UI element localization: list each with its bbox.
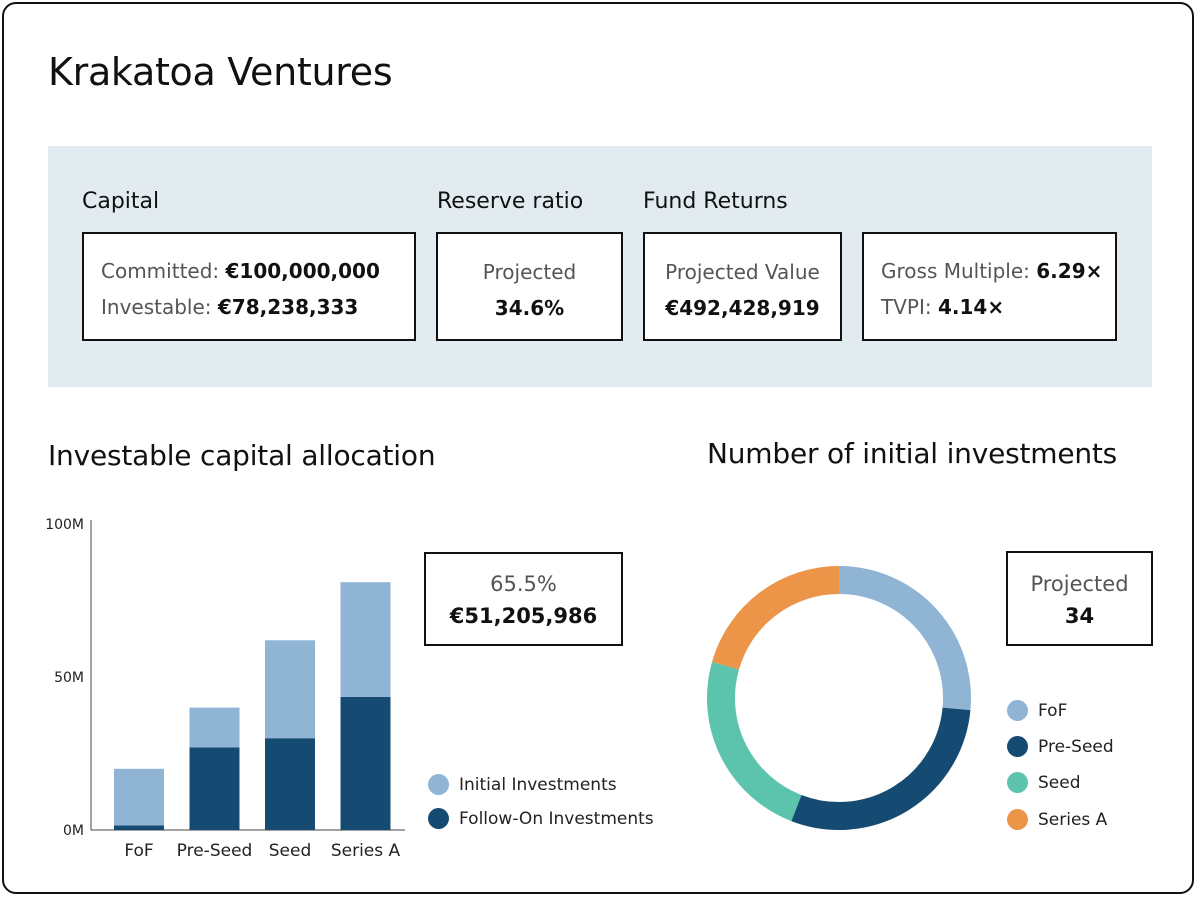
bar-series-a-follow-on [340, 696, 391, 830]
legend-initial-investments: Initial Investments [428, 774, 617, 795]
legend-series-a: Series A [1007, 809, 1107, 830]
bar-seed-follow-on [265, 738, 315, 830]
legend-pre-seed-label: Pre-Seed [1038, 736, 1114, 757]
allocation-percent: 65.5% [490, 572, 557, 596]
bar-series-a-initial [340, 582, 391, 697]
y-tick-label: 0M [63, 823, 84, 839]
fund-returns-label: Fund Returns [643, 189, 788, 214]
tvpi-value: 4.14× [937, 295, 1005, 319]
allocation-amount: €51,205,986 [449, 604, 598, 628]
reserve-ratio-caption: Projected [482, 260, 577, 284]
legend-series-a-swatch [1007, 809, 1028, 830]
y-tick-label: 50M [54, 670, 84, 686]
legend-seed: Seed [1007, 772, 1081, 793]
donut-slice-seed [707, 661, 802, 822]
legend-follow-on-swatch [428, 808, 449, 829]
legend-seed-swatch [1007, 772, 1028, 793]
bar-fof-initial [114, 768, 164, 826]
projected-value: €492,428,919 [665, 296, 820, 320]
legend-fof-label: FoF [1038, 700, 1068, 721]
bar-seed-initial [265, 640, 315, 739]
legend-fof: FoF [1007, 700, 1067, 721]
capital-label: Capital [82, 189, 160, 214]
multiples-card: Gross Multiple: 6.29× TVPI: 4.14× [862, 232, 1117, 341]
legend-seed-label: Seed [1038, 772, 1081, 793]
x-tick-label: Series A [331, 841, 401, 861]
committed-value: €100,000,000 [225, 259, 380, 283]
legend-follow-on-label: Follow-On Investments [459, 808, 654, 829]
gross-multiple-value: 6.29× [1036, 259, 1103, 283]
investments-info-box: Projected 34 [1006, 551, 1153, 646]
summary-panel: Capital Reserve ratio Fund Returns Commi… [48, 146, 1152, 387]
reserve-ratio-card: Projected 34.6% [436, 232, 623, 341]
investments-value: 34 [1064, 604, 1095, 628]
donut-slice-series-a [712, 566, 840, 670]
legend-pre-seed-swatch [1007, 736, 1028, 757]
legend-follow-on-investments: Follow-On Investments [428, 808, 654, 829]
legend-initial-swatch [428, 774, 449, 795]
investable-value: €78,238,333 [217, 295, 359, 319]
donut-slice-fof [838, 566, 971, 711]
investable-label: Investable: [101, 295, 212, 319]
reserve-ratio-value: 34.6% [494, 296, 565, 320]
investments-donut-chart [707, 566, 971, 830]
reserve-ratio-label: Reserve ratio [437, 189, 584, 214]
donut-slice-pre-seed [791, 707, 971, 830]
allocation-bar-chart: 0M 50M 100M FoF Pre-Seed Seed Series A [45, 517, 405, 861]
bar-pre-seed-initial [189, 707, 240, 748]
bar-fof-follow-on [114, 825, 164, 830]
capital-card: Committed: €100,000,000 Investable: €78,… [82, 232, 416, 341]
x-tick-label: Seed [269, 841, 312, 861]
investments-chart-title: Number of initial investments [707, 437, 1118, 470]
legend-pre-seed: Pre-Seed [1007, 736, 1114, 757]
investments-caption: Projected [1030, 572, 1129, 596]
tvpi-label: TVPI: [881, 295, 932, 319]
x-tick-label: Pre-Seed [177, 841, 253, 861]
legend-fof-swatch [1007, 700, 1028, 721]
x-tick-label: FoF [124, 841, 153, 861]
allocation-chart-title: Investable capital allocation [48, 439, 436, 472]
projected-value-label: Projected Value [665, 260, 820, 284]
y-tick-label: 100M [45, 517, 84, 533]
page-title: Krakatoa Ventures [48, 50, 393, 94]
bar-pre-seed-follow-on [189, 747, 240, 830]
projected-value-card: Projected Value €492,428,919 [643, 232, 842, 341]
legend-initial-label: Initial Investments [459, 774, 617, 795]
allocation-info-box: 65.5% €51,205,986 [424, 552, 623, 646]
legend-series-a-label: Series A [1038, 809, 1108, 830]
committed-label: Committed: [101, 259, 220, 283]
gross-multiple-label: Gross Multiple: [881, 259, 1030, 283]
